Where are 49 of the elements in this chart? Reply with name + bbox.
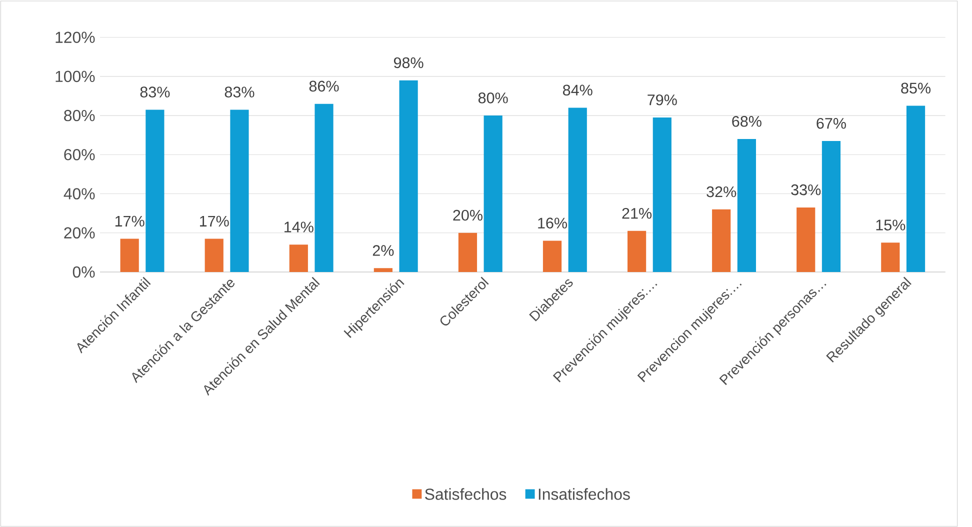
bar xyxy=(822,140,841,272)
data-label: 33% xyxy=(791,184,821,196)
y-tick-label: 40% xyxy=(64,188,95,200)
bar xyxy=(881,242,900,272)
bar xyxy=(737,139,756,272)
data-label: 80% xyxy=(478,92,508,104)
data-label: 2% xyxy=(372,245,394,256)
data-label: 84% xyxy=(563,84,592,96)
y-tick-label: 0% xyxy=(72,266,95,278)
bar xyxy=(712,209,731,272)
bar xyxy=(542,240,562,272)
data-label: 15% xyxy=(876,220,906,230)
bar xyxy=(796,207,816,272)
data-label: 83% xyxy=(140,86,170,98)
bar xyxy=(458,232,478,272)
bar xyxy=(204,238,224,272)
data-label: 68% xyxy=(732,116,762,127)
data-label: 67% xyxy=(816,118,846,129)
data-label: 83% xyxy=(224,86,254,98)
bar xyxy=(628,230,646,272)
y-tick-label: 100% xyxy=(56,70,95,82)
y-tick-label: 20% xyxy=(64,227,95,239)
bar xyxy=(314,104,334,272)
bar xyxy=(484,116,502,272)
bar xyxy=(906,106,926,272)
data-label: 16% xyxy=(538,218,568,228)
bar xyxy=(120,238,139,272)
y-tick-label: 60% xyxy=(64,149,95,160)
bar xyxy=(230,110,249,272)
bar xyxy=(374,268,392,272)
bar xyxy=(652,118,672,272)
data-label: 14% xyxy=(284,222,314,232)
data-label: 86% xyxy=(309,80,339,92)
data-label: 98% xyxy=(394,57,424,68)
y-tick-label: 80% xyxy=(64,110,95,122)
data-label: 17% xyxy=(115,216,144,227)
bar xyxy=(568,108,587,272)
legend-label: Satisfechos xyxy=(425,488,506,500)
data-label: 21% xyxy=(622,208,652,219)
data-label: 32% xyxy=(706,186,736,198)
bar xyxy=(399,80,418,272)
bar xyxy=(146,110,164,272)
y-tick-label: 120% xyxy=(56,32,95,43)
data-label: 20% xyxy=(453,210,482,221)
legend-label: Insatisfechos xyxy=(538,488,630,500)
data-label: 79% xyxy=(648,94,677,106)
data-label: 17% xyxy=(200,216,229,227)
data-label: 85% xyxy=(901,82,931,94)
bar xyxy=(289,244,308,272)
